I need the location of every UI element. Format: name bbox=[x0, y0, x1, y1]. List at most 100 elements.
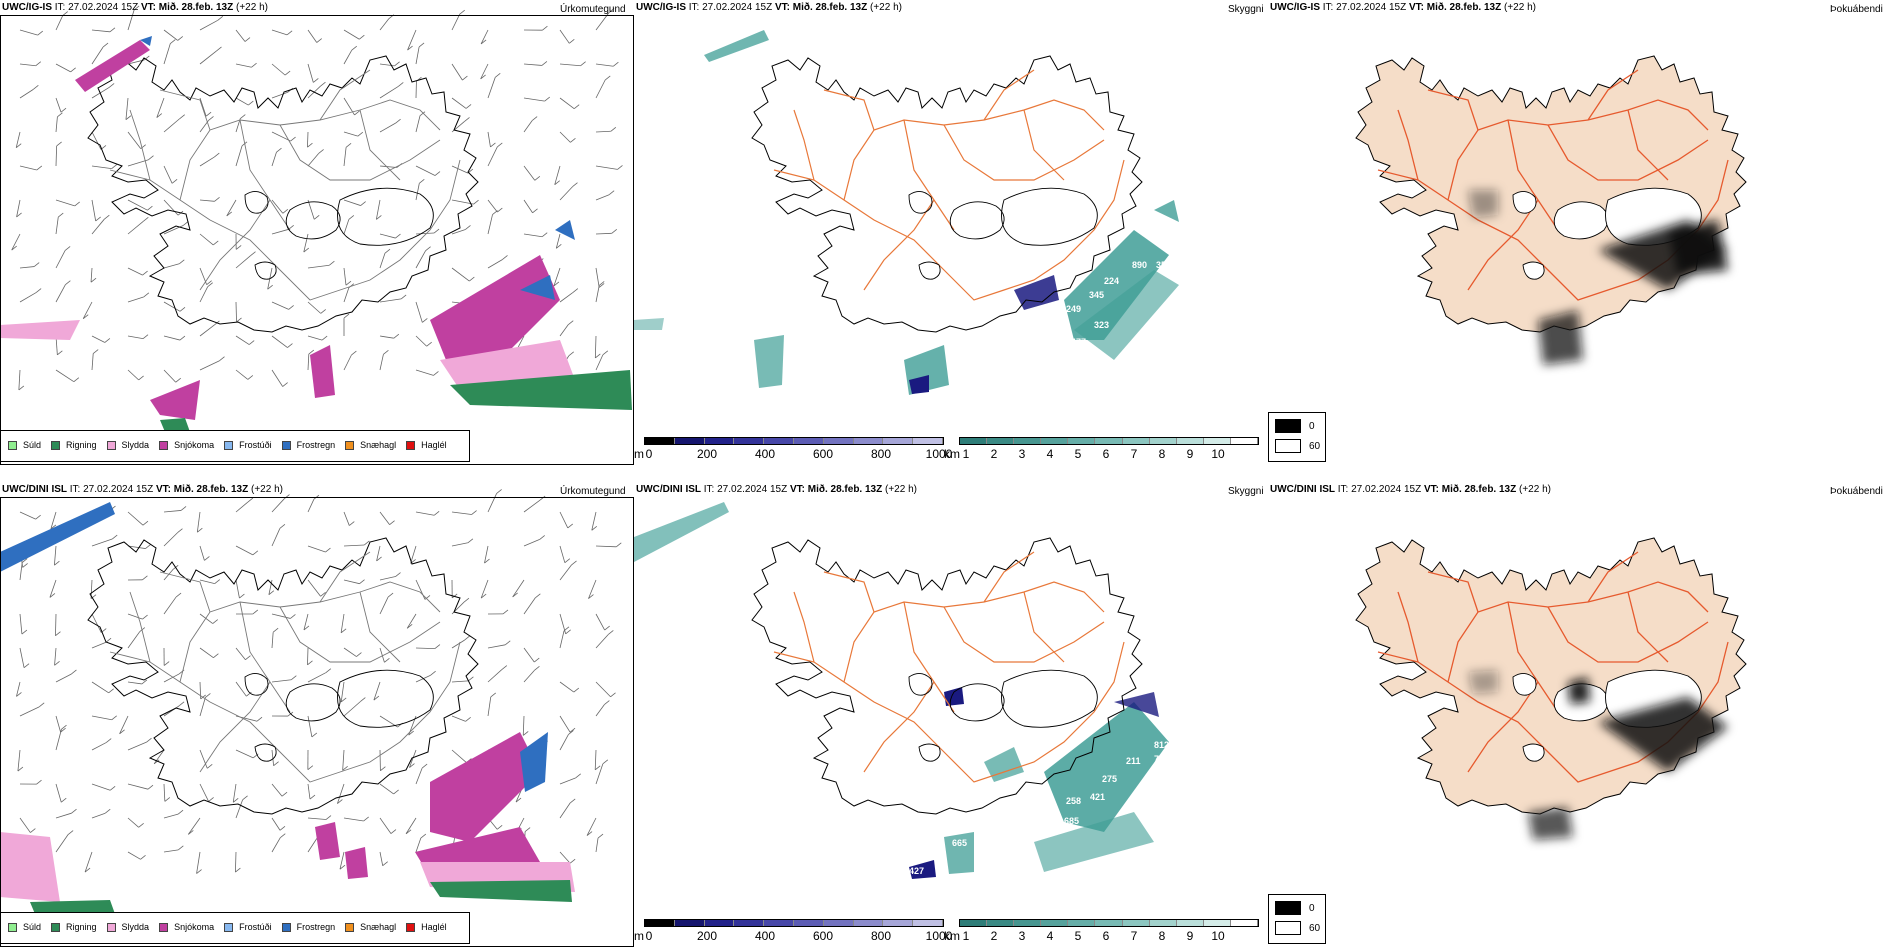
model-name: UWC/DINI ISL bbox=[1270, 484, 1335, 495]
legend-item: Snjókoma bbox=[159, 440, 214, 450]
colorbar-segment bbox=[1176, 438, 1204, 444]
colorbar-segment bbox=[1041, 920, 1069, 926]
legend-item: Frostúði bbox=[224, 440, 272, 450]
vt-value: Mið. 28.feb. 13Z bbox=[807, 484, 883, 495]
precip-legend: Súld Rigning Slydda Snjókoma Frostúði Frostre… bbox=[8, 922, 447, 932]
fog-legend-item: 0 bbox=[1275, 419, 1315, 433]
legend-swatch bbox=[345, 922, 355, 932]
it-label: IT: bbox=[1335, 484, 1352, 495]
tick-label: 7 bbox=[1130, 447, 1138, 461]
colorbar-segment bbox=[764, 920, 794, 926]
colorbar-segment bbox=[823, 438, 854, 444]
field-type-label: Þokuábendi bbox=[1830, 4, 1883, 15]
colorbar-segment bbox=[853, 920, 884, 926]
visibility-value-label: 652 bbox=[1174, 224, 1189, 234]
visibility-panel: UWC/IG-IS IT: 27.02.2024 15Z VT: Mið. 28… bbox=[634, 0, 1268, 470]
tick-label: 5 bbox=[1074, 929, 1082, 943]
it-label: IT: bbox=[701, 484, 718, 495]
legend-label: Snjókoma bbox=[174, 440, 215, 450]
it-value: 27.02.2024 15Z bbox=[1351, 484, 1424, 495]
fog-legend-swatch bbox=[1275, 901, 1301, 915]
visibility-value-label: 275 bbox=[1102, 774, 1117, 784]
lead-time: (+22 h) bbox=[882, 484, 917, 495]
tick-label: 800 bbox=[870, 447, 892, 461]
legend-label: Frostregn bbox=[296, 440, 336, 450]
legend-label: Rigning bbox=[66, 440, 97, 450]
field-type-label: Úrkomutegund bbox=[560, 4, 626, 15]
panel-title: UWC/DINI ISL IT: 27.02.2024 15Z VT: Mið.… bbox=[2, 484, 283, 495]
legend-swatch bbox=[8, 922, 17, 932]
lead-time: (+22 h) bbox=[867, 2, 902, 13]
visibility-value-label: 249 bbox=[1066, 304, 1081, 314]
visibility-value-label: 746 bbox=[1154, 754, 1169, 764]
tick-label: 800 bbox=[870, 929, 892, 943]
colorbar-segment bbox=[987, 438, 1015, 444]
fog-legend: 0 60 bbox=[1268, 412, 1326, 462]
tick-label: 9 bbox=[1186, 447, 1194, 461]
fog-legend: 0 60 bbox=[1268, 894, 1326, 944]
precip-legend: Súld Rigning Slydda Snjókoma Frostúði Frostre… bbox=[8, 440, 447, 450]
tick-label: 4 bbox=[1046, 447, 1054, 461]
colorbar-segment bbox=[1203, 920, 1231, 926]
visibility-m-colorbar bbox=[644, 919, 944, 927]
it-label: IT: bbox=[67, 484, 84, 495]
legend-item: Súld bbox=[8, 922, 41, 932]
colorbar-segment bbox=[1149, 438, 1177, 444]
tick-label: 0 bbox=[645, 929, 653, 943]
colorbar-segment bbox=[734, 438, 765, 444]
colorbar-segment bbox=[1095, 438, 1123, 444]
vt-label: VT: bbox=[155, 484, 174, 495]
panel-title: UWC/IG-IS IT: 27.02.2024 15Z VT: Mið. 28… bbox=[2, 2, 268, 13]
fog-map bbox=[1355, 537, 1747, 840]
visibility-km-colorbar bbox=[959, 437, 1259, 445]
model-name: UWC/IG-IS bbox=[1270, 2, 1320, 13]
colorbar-segment bbox=[1014, 438, 1042, 444]
vt-value: Mið. 28.feb. 13Z bbox=[173, 484, 249, 495]
panel-title: UWC/DINI ISL IT: 27.02.2024 15Z VT: Mið.… bbox=[636, 484, 917, 495]
legend-swatch bbox=[406, 922, 416, 932]
visibility-value-label: 421 bbox=[1090, 792, 1105, 802]
visibility-value-label: 182 bbox=[947, 727, 962, 737]
visibility-value-label: 345 bbox=[1089, 290, 1104, 300]
legend-swatch bbox=[8, 440, 17, 450]
colorbar-segment bbox=[913, 920, 943, 926]
legend-swatch bbox=[106, 922, 116, 932]
tick-label: 400 bbox=[754, 447, 776, 461]
tick-label: 9 bbox=[1186, 929, 1194, 943]
colorbar-segment bbox=[1149, 920, 1177, 926]
visibility-value-label: 357 bbox=[1156, 260, 1171, 270]
legend-label: Snjókoma bbox=[174, 922, 215, 932]
visibility-value-label: 890 bbox=[1132, 260, 1147, 270]
tick-label: 6 bbox=[1102, 929, 1110, 943]
tick-label: 5 bbox=[1074, 447, 1082, 461]
precip-type-panel: UWC/IG-IS IT: 27.02.2024 15Z VT: Mið. 28… bbox=[0, 0, 634, 470]
colorbar-segment bbox=[853, 438, 884, 444]
legend-item: Haglél bbox=[406, 922, 447, 932]
visibility-m-colorbar bbox=[644, 437, 944, 445]
legend-item: Rigning bbox=[51, 922, 97, 932]
visibility-value-label: 665 bbox=[952, 838, 967, 848]
legend-swatch bbox=[345, 440, 355, 450]
fog-legend-label: 0 bbox=[1309, 902, 1315, 914]
vt-value: Mið. 28.feb. 13Z bbox=[1441, 484, 1517, 495]
legend-item: Frostúði bbox=[224, 922, 272, 932]
visibility-map: 812 182 746 211 275 421 258 685 665 427 bbox=[634, 502, 1169, 879]
legend-item: Slydda bbox=[106, 922, 149, 932]
vt-value: Mið. 28.feb. 13Z bbox=[792, 2, 868, 13]
visibility-value-label: 224 bbox=[1104, 276, 1119, 286]
colorbar-segment bbox=[1176, 920, 1204, 926]
model-name: UWC/DINI ISL bbox=[636, 484, 701, 495]
lead-time: (+22 h) bbox=[1501, 2, 1536, 13]
legend-item: Súld bbox=[8, 440, 41, 450]
tick-label: 7 bbox=[1130, 929, 1138, 943]
lead-time: (+22 h) bbox=[248, 484, 283, 495]
tick-label: 3 bbox=[1018, 447, 1026, 461]
colorbar-segment bbox=[645, 920, 675, 926]
fog-legend-label: 0 bbox=[1309, 420, 1315, 432]
legend-label: Frostúði bbox=[239, 922, 272, 932]
colorbar-segment bbox=[960, 920, 988, 926]
panel-title: UWC/IG-IS IT: 27.02.2024 15Z VT: Mið. 28… bbox=[636, 2, 902, 13]
tick-label: 0 bbox=[645, 447, 653, 461]
tick-label: 2 bbox=[990, 929, 998, 943]
colorbar-segment bbox=[913, 438, 943, 444]
